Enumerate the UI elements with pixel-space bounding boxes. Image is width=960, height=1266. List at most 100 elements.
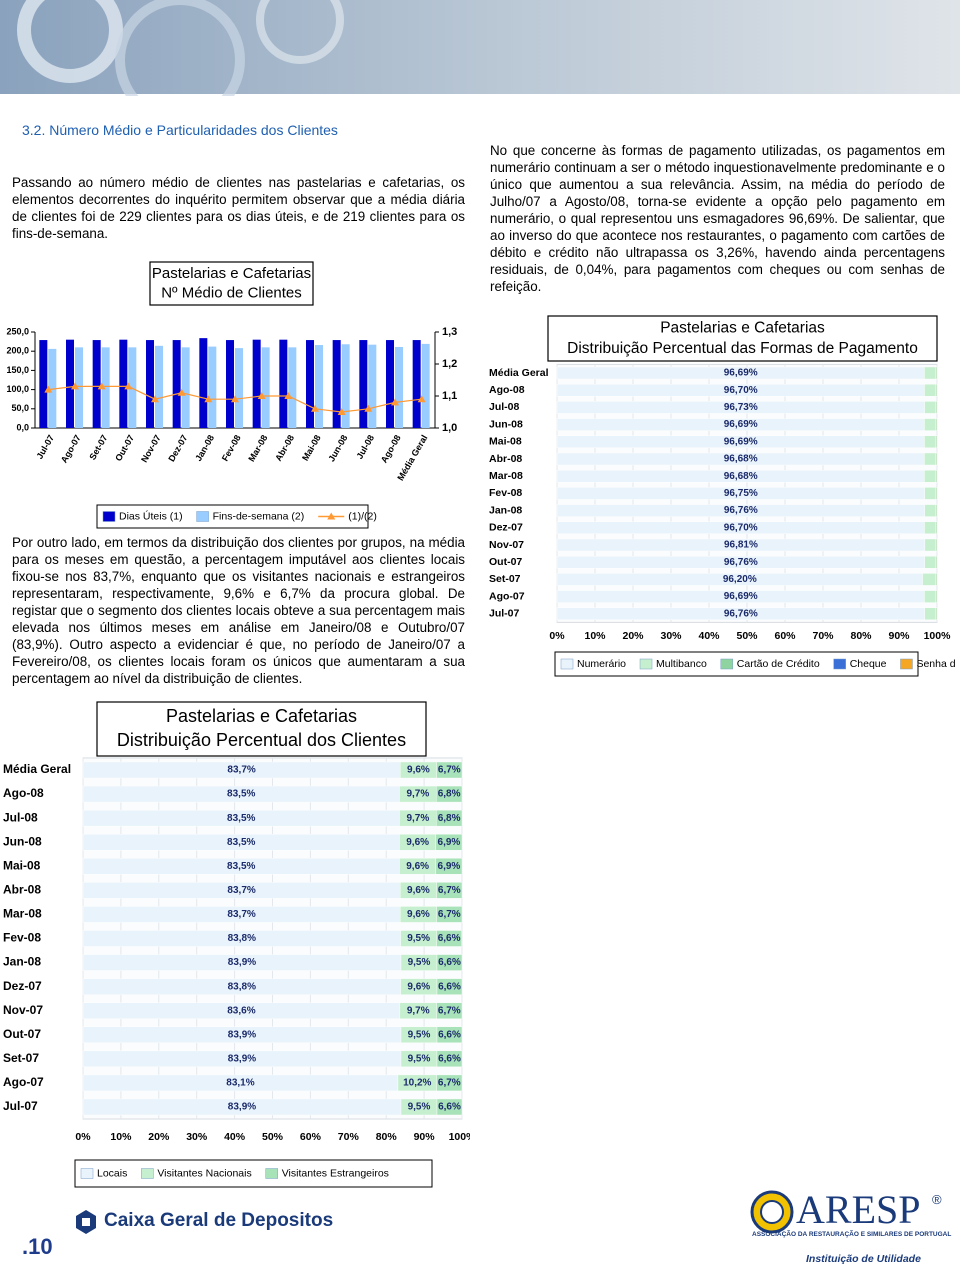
value-label: 9,5% xyxy=(407,933,430,944)
bar-segment xyxy=(436,1074,463,1092)
bar-segment xyxy=(924,555,937,569)
line-marker xyxy=(311,404,319,412)
legend-label: Locais xyxy=(97,1167,127,1179)
legend-label: Multibanco xyxy=(656,658,707,670)
bar-segment xyxy=(436,978,463,995)
bar xyxy=(288,347,297,428)
bar-segment xyxy=(436,1026,463,1043)
value-label: 96,69% xyxy=(724,419,758,430)
x-tick-label: 20% xyxy=(148,1131,170,1143)
value-label: 96,76% xyxy=(724,608,758,619)
category-label: Média Geral xyxy=(3,762,71,776)
value-label: 96,70% xyxy=(724,385,758,396)
category-label: Nov-07 xyxy=(489,539,524,551)
category-label: Mai-08 xyxy=(3,858,41,872)
value-label: 96,69% xyxy=(724,436,758,447)
legend-marker xyxy=(327,512,336,520)
bar xyxy=(172,340,181,428)
bar xyxy=(261,347,270,428)
value-label: 96,70% xyxy=(724,522,758,533)
bar xyxy=(306,340,314,428)
legend-label: Cartão de Crédito xyxy=(737,658,820,670)
value-label: 6,8% xyxy=(438,813,461,824)
chart-subtitle: Distribuição Percentual das Formas de Pa… xyxy=(567,340,918,357)
value-label: 9,7% xyxy=(406,789,429,800)
x-tick-label: 10% xyxy=(110,1131,132,1143)
y-tick-label: 50,0 xyxy=(11,403,29,413)
x-tick-label: 60% xyxy=(300,1131,322,1143)
legend-label: Dias Úteis (1) xyxy=(119,509,183,522)
bar xyxy=(235,348,243,428)
x-tick-label: Nov-07 xyxy=(139,433,163,464)
bar xyxy=(39,340,48,428)
value-label: 83,7% xyxy=(227,765,255,776)
bar xyxy=(279,339,288,428)
y-tick-label: 200,0 xyxy=(6,346,29,356)
x-tick-label: 40% xyxy=(698,630,720,642)
category-label: Jun-08 xyxy=(3,834,42,848)
value-label: 96,69% xyxy=(724,368,758,379)
bar-segment xyxy=(924,383,937,397)
x-tick-label: Jan-08 xyxy=(193,433,216,463)
bar xyxy=(368,344,377,428)
bar xyxy=(101,347,110,428)
line-marker xyxy=(417,395,426,403)
category-label: Jan-08 xyxy=(3,955,41,969)
x-tick-label: 70% xyxy=(812,630,834,642)
category-label: Ago-07 xyxy=(3,1075,44,1089)
category-label: Nov-07 xyxy=(3,1003,43,1017)
cgd-logo xyxy=(76,1210,96,1234)
bar xyxy=(395,346,403,428)
x-tick-label: 50% xyxy=(736,630,758,642)
legend-label: Fins-de-semana (2) xyxy=(213,510,305,522)
title-box xyxy=(96,701,427,757)
bar xyxy=(315,345,323,428)
value-label: 83,5% xyxy=(227,813,255,824)
bar-segment xyxy=(922,573,937,586)
value-label: 83,9% xyxy=(228,1029,256,1040)
value-label: 83,5% xyxy=(227,861,255,872)
x-tick-label: Set-07 xyxy=(87,433,109,461)
paragraph: No que concerne às formas de pagamento u… xyxy=(490,143,945,294)
value-label: 96,73% xyxy=(724,402,758,413)
value-label: 10,2% xyxy=(403,1078,431,1089)
x-tick-label: 90% xyxy=(888,630,910,642)
value-label: 83,5% xyxy=(227,837,255,848)
value-label: 96,69% xyxy=(724,591,758,602)
category-label: Jul-08 xyxy=(3,810,38,824)
line-marker xyxy=(71,382,79,390)
bar xyxy=(146,340,154,428)
page-number: .10 xyxy=(22,1234,53,1259)
x-tick-label: Ago-08 xyxy=(379,433,403,464)
line-marker xyxy=(204,395,213,403)
bar-segment xyxy=(436,930,462,947)
bar-segment xyxy=(436,809,463,827)
bar-segment xyxy=(435,858,463,875)
x-tick-label: 40% xyxy=(224,1131,246,1143)
chart: Pastelarias e Cafetarias Nº Médio de Clie… xyxy=(6,261,457,529)
x-tick-label: Jun-08 xyxy=(326,433,349,463)
bar xyxy=(359,340,368,428)
aresp-emblem xyxy=(750,1190,794,1234)
chart: Pastelarias e Cafetarias Distribuição Per… xyxy=(3,701,470,1188)
bar-segment xyxy=(436,761,463,779)
legend-box xyxy=(96,504,369,529)
title-box xyxy=(149,261,314,306)
bar xyxy=(155,345,163,428)
x-tick-label: 30% xyxy=(186,1131,208,1143)
value-label: 6,7% xyxy=(438,885,461,896)
aresp-subtitle: ASSOCIAÇÃO DA RESTAURAÇÃO E SIMILARES DE… xyxy=(752,1231,952,1238)
value-label: 9,5% xyxy=(408,957,431,968)
line-marker xyxy=(257,392,266,399)
x-tick-label: 0% xyxy=(549,630,565,642)
value-label: 83,7% xyxy=(227,909,255,920)
value-label: 9,7% xyxy=(406,813,429,824)
y2-tick-label: 1,1 xyxy=(442,390,457,402)
x-tick-label: 100% xyxy=(449,1131,470,1143)
paragraph: Passando ao número médio de clientes nas… xyxy=(12,175,465,241)
x-tick-label: 10% xyxy=(584,630,606,642)
value-label: 9,6% xyxy=(407,909,430,920)
bar-segment xyxy=(436,906,463,923)
bar xyxy=(421,343,430,428)
value-label: 6,8% xyxy=(438,789,461,800)
